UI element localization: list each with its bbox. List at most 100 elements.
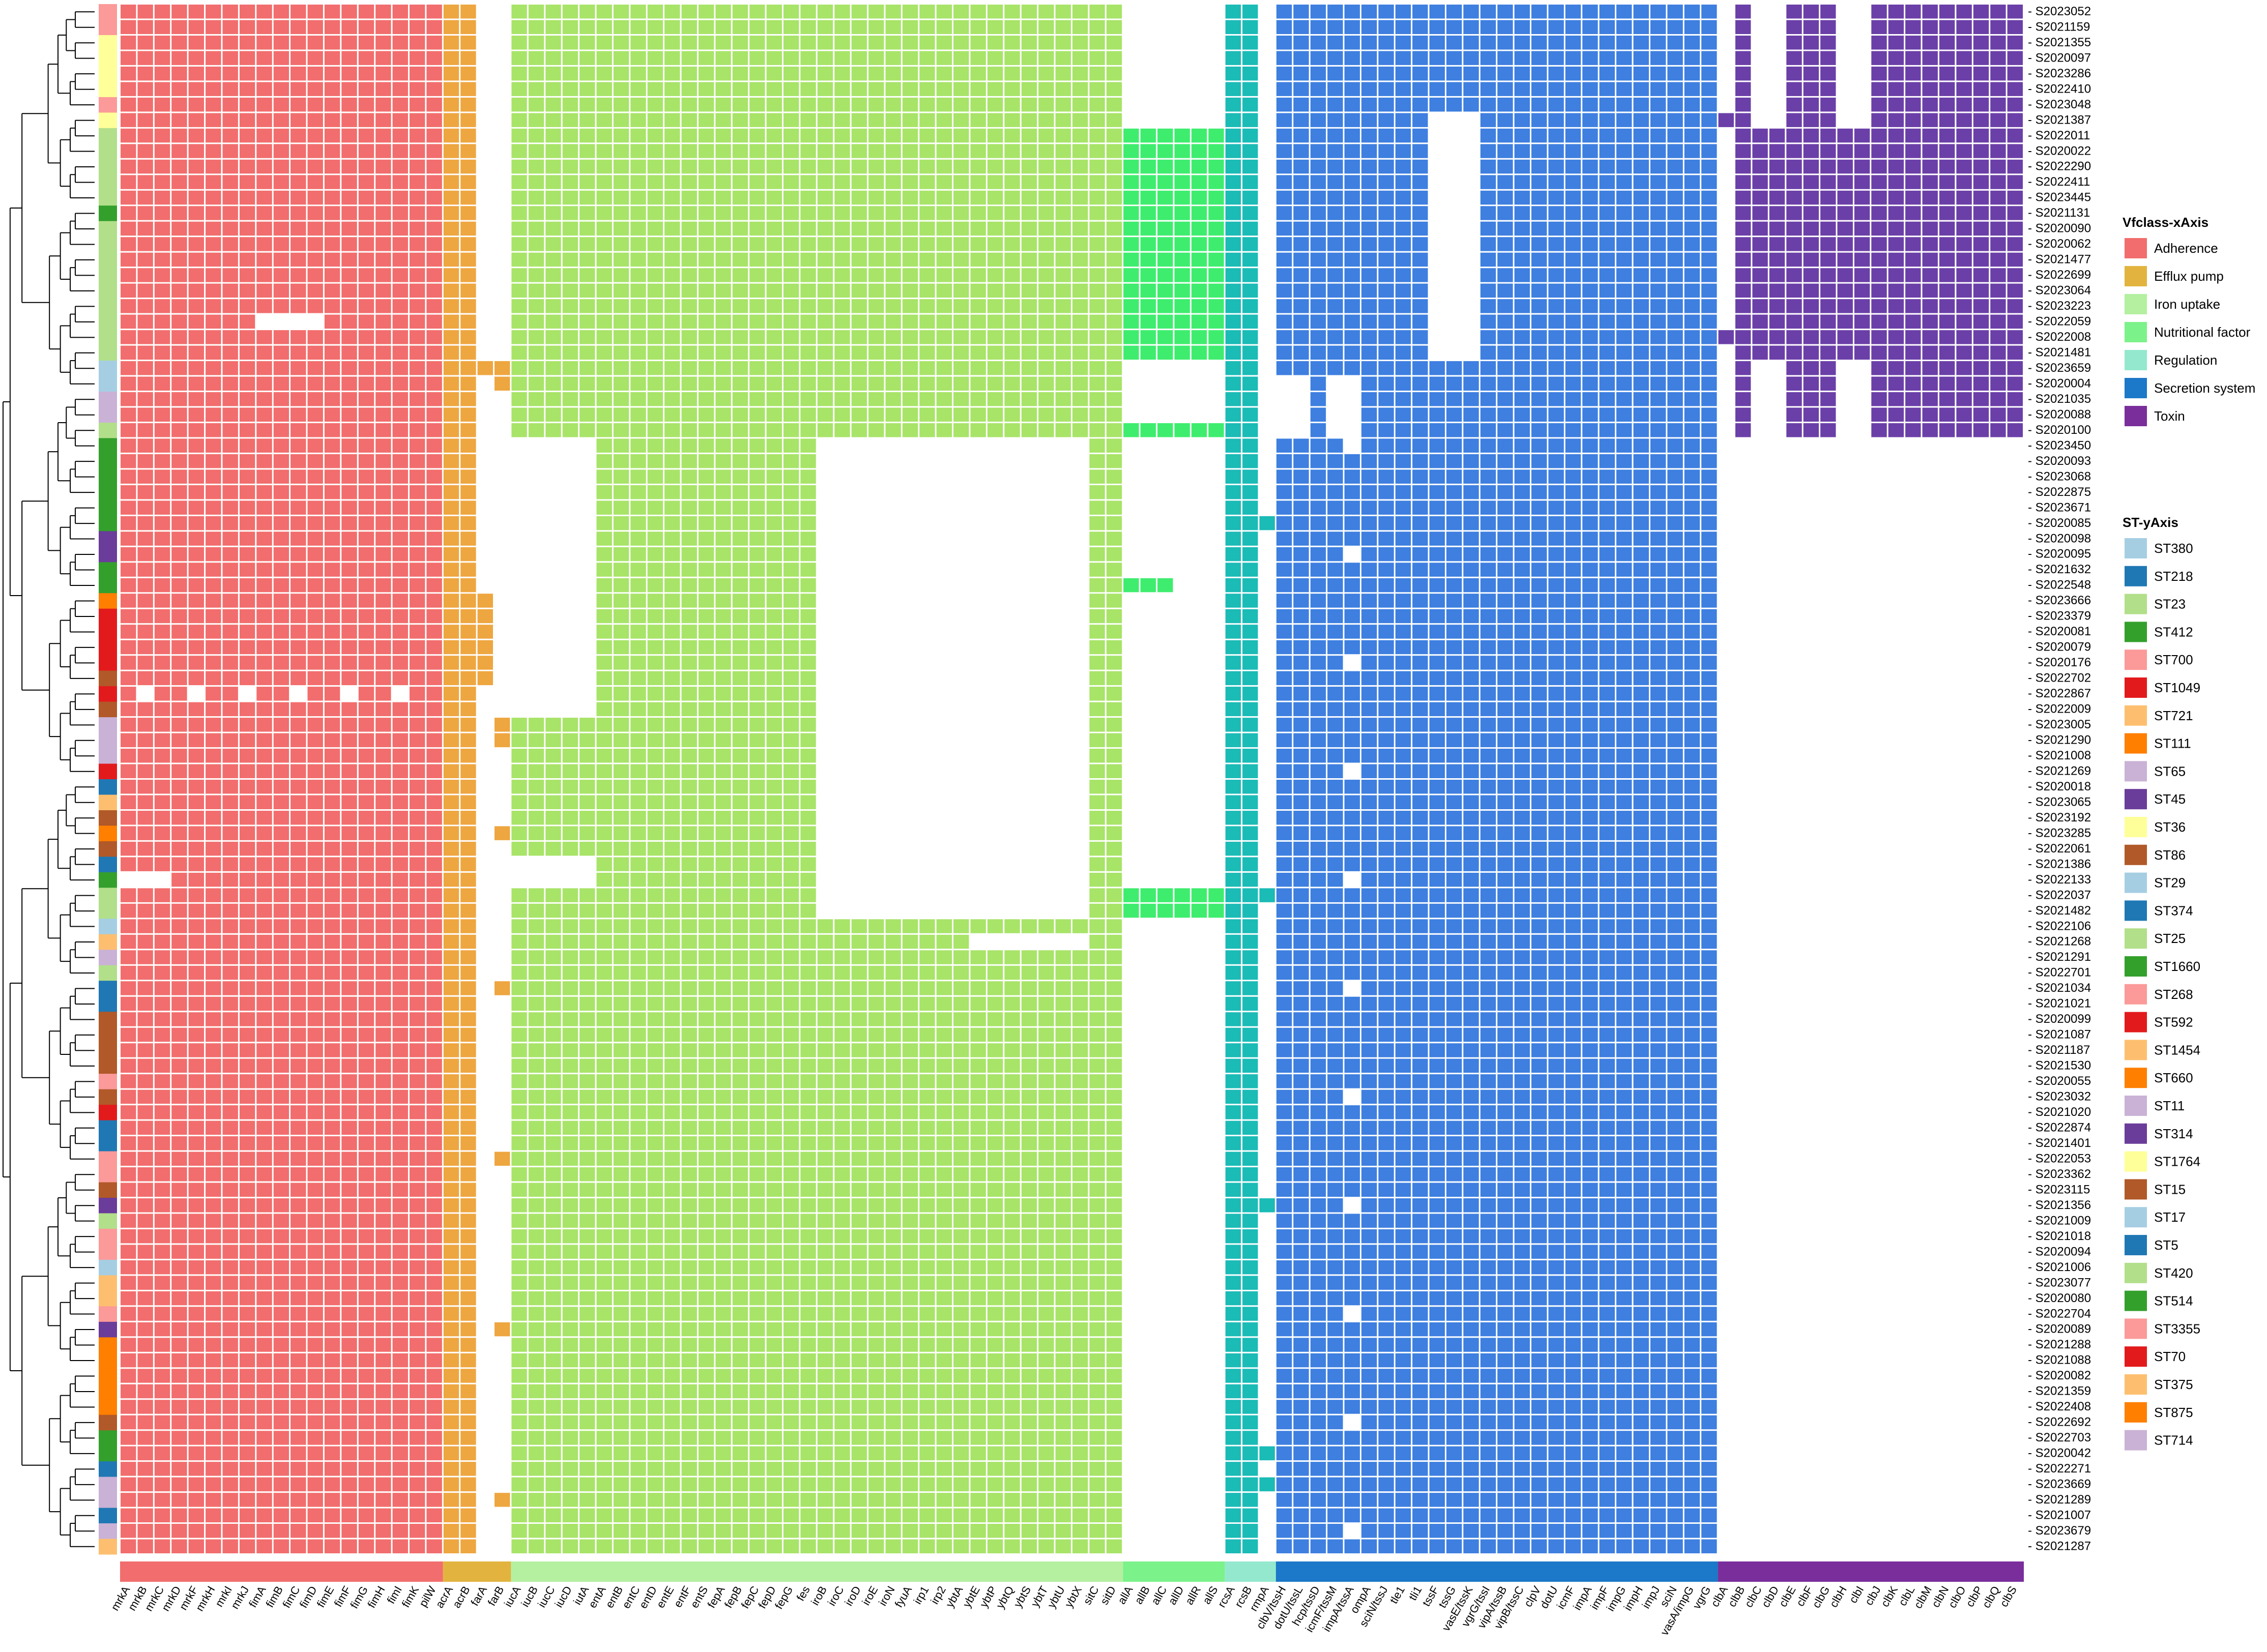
heatmap-cell — [749, 578, 765, 593]
heatmap-cell — [749, 671, 765, 686]
heatmap-cell — [1480, 330, 1496, 344]
heatmap-cell — [1514, 159, 1530, 174]
heatmap-cell — [1089, 314, 1105, 329]
heatmap-cell — [443, 361, 459, 375]
heatmap-cell — [1395, 780, 1411, 794]
heatmap-cell — [1276, 159, 1292, 174]
heatmap-cell — [987, 268, 1003, 282]
heatmap-cell — [392, 66, 408, 81]
heatmap-cell — [699, 687, 714, 701]
heatmap-cell — [817, 392, 833, 406]
heatmap-cell — [1191, 175, 1207, 189]
heatmap-cell — [1803, 51, 1819, 65]
heatmap-cell — [766, 811, 782, 825]
st-annotation-cell — [99, 857, 117, 873]
heatmap-cell — [460, 128, 476, 143]
heatmap-cell — [647, 20, 663, 34]
heatmap-cell — [341, 113, 357, 127]
heatmap-cell — [392, 640, 408, 655]
st-annotation-cell — [99, 872, 117, 888]
heatmap-cell — [647, 268, 663, 282]
heatmap-cell — [1820, 20, 1836, 34]
heatmap-cell — [1395, 221, 1411, 236]
heatmap-cell — [188, 764, 204, 778]
heatmap-cell — [154, 671, 170, 686]
heatmap-cell — [936, 206, 952, 220]
heatmap-cell — [1905, 237, 1921, 251]
heatmap-cell — [1871, 66, 1887, 81]
heatmap-cell — [1633, 687, 1649, 701]
heatmap-cell — [699, 841, 714, 856]
heatmap-cell — [562, 299, 578, 313]
heatmap-cell — [1310, 702, 1326, 717]
heatmap-cell — [1378, 221, 1394, 236]
heatmap-cell — [1106, 190, 1122, 205]
heatmap-cell — [1293, 811, 1309, 825]
heatmap-cell — [206, 625, 221, 639]
heatmap-cell — [410, 656, 425, 670]
heatmap-cell — [766, 640, 782, 655]
heatmap-cell — [630, 625, 646, 639]
heatmap-cell — [1361, 221, 1377, 236]
heatmap-cell — [375, 563, 391, 577]
heatmap-cell — [953, 82, 969, 96]
heatmap-cell — [664, 702, 680, 717]
heatmap-cell — [1106, 500, 1122, 515]
heatmap-cell — [1973, 330, 1989, 344]
heatmap-cell — [1548, 392, 1564, 406]
heatmap-cell — [1378, 82, 1394, 96]
heatmap-cell — [1888, 283, 1904, 298]
heatmap-cell — [1888, 82, 1904, 96]
heatmap-cell — [1548, 733, 1564, 748]
heatmap-cell — [1650, 330, 1666, 344]
heatmap-cell — [1905, 392, 1921, 406]
heatmap-cell — [1837, 345, 1853, 360]
heatmap-cell — [358, 376, 374, 391]
heatmap-cell — [596, 733, 612, 748]
heatmap-cell — [206, 485, 221, 499]
heatmap-cell — [1735, 376, 1751, 391]
heatmap-cell — [426, 547, 442, 562]
heatmap-cell — [1905, 51, 1921, 65]
heatmap-cell — [1769, 330, 1785, 344]
heatmap-cell — [222, 97, 238, 112]
heatmap-cell — [1565, 221, 1581, 236]
heatmap-cell — [443, 640, 459, 655]
heatmap-cell — [647, 671, 663, 686]
heatmap-cell — [426, 392, 442, 406]
heatmap-cell — [613, 609, 629, 624]
heatmap-cell — [800, 144, 816, 158]
heatmap-cell — [1089, 671, 1105, 686]
heatmap-cell — [936, 407, 952, 422]
st-annotation-cell — [99, 1477, 117, 1493]
heatmap-cell — [699, 500, 714, 515]
heatmap-cell — [834, 97, 850, 112]
heatmap-cell — [256, 454, 272, 468]
heatmap-cell — [1089, 345, 1105, 360]
heatmap-cell — [1327, 237, 1343, 251]
heatmap-cell — [699, 314, 714, 329]
heatmap-cell — [273, 159, 289, 174]
heatmap-cell — [1616, 392, 1632, 406]
heatmap-cell — [1548, 36, 1564, 50]
heatmap-cell — [1038, 159, 1054, 174]
heatmap-cell — [664, 780, 680, 794]
heatmap-cell — [137, 299, 153, 313]
heatmap-cell — [273, 563, 289, 577]
heatmap-cell — [1344, 795, 1360, 809]
heatmap-cell — [1582, 128, 1598, 143]
heatmap-cell — [749, 252, 765, 267]
heatmap-cell — [1667, 532, 1683, 546]
heatmap-cell — [154, 283, 170, 298]
heatmap-cell — [1633, 749, 1649, 763]
heatmap-cell — [664, 423, 680, 437]
heatmap-cell — [1684, 516, 1700, 530]
heatmap-cell — [1548, 20, 1564, 34]
heatmap-cell — [426, 764, 442, 778]
heatmap-cell — [1072, 252, 1088, 267]
heatmap-cell — [647, 780, 663, 794]
heatmap-cell — [1361, 454, 1377, 468]
heatmap-cell — [358, 20, 374, 34]
heatmap-cell — [1395, 330, 1411, 344]
heatmap-cell — [1038, 206, 1054, 220]
